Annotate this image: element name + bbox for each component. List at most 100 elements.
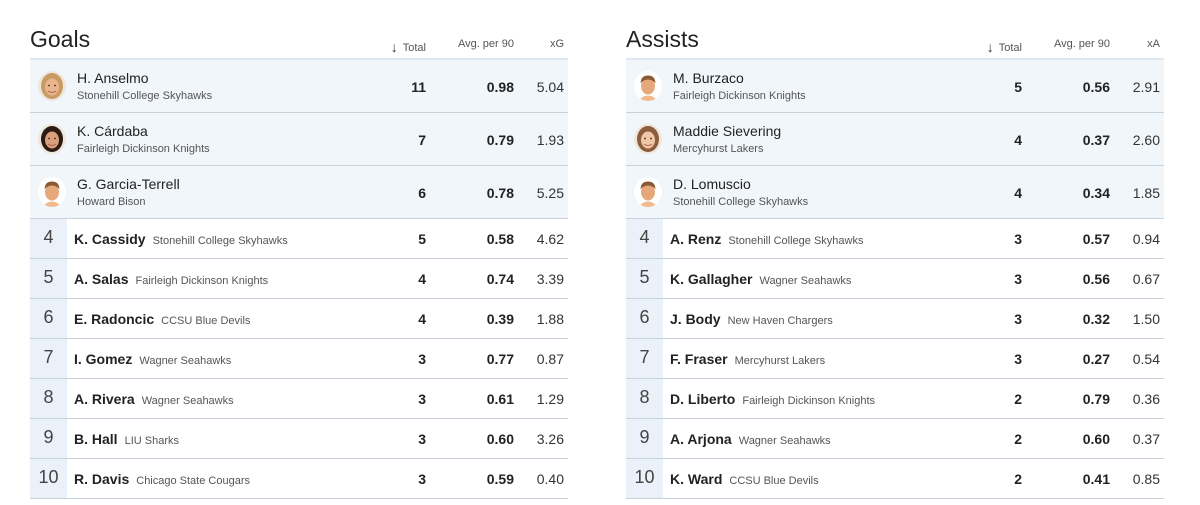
- avg-per-90-value: 0.61: [486, 391, 514, 407]
- table-row[interactable]: M. Burzaco Fairleigh Dickinson Knights 5 0.…: [626, 60, 1164, 113]
- table-row[interactable]: 4 K. Cassidy Stonehill College Skyhawks 5 0.…: [30, 219, 568, 259]
- rank-number: 8: [639, 387, 650, 407]
- team-name: Fairleigh Dickinson Knights: [673, 90, 806, 102]
- table-row[interactable]: 5 A. Salas Fairleigh Dickinson Knights 4 0.7…: [30, 259, 568, 299]
- player-name[interactable]: A. Renz: [670, 231, 722, 247]
- total-column-header[interactable]: ↓ Total: [391, 38, 426, 55]
- player-name[interactable]: D. Liberto: [670, 391, 736, 407]
- table-row[interactable]: D. Lomuscio Stonehill College Skyhawks 4 0.…: [626, 166, 1164, 219]
- goals-leaderboard: Goals ↓ Total Avg. per 90 xG H. Anselmo St…: [30, 20, 568, 499]
- xa-value: 0.37: [1132, 431, 1160, 447]
- player-name[interactable]: M. Burzaco: [673, 70, 744, 86]
- table-row[interactable]: 5 K. Gallagher Wagner Seahawks 3 0.56 0.67: [626, 259, 1164, 299]
- player-name-line[interactable]: I. Gomez Wagner Seahawks: [74, 351, 231, 367]
- table-row[interactable]: 6 E. Radoncic CCSU Blue Devils 4 0.39 1.88: [30, 299, 568, 339]
- team-name: Wagner Seahawks: [139, 355, 232, 367]
- rank-number: 5: [639, 267, 650, 287]
- avatar: [634, 71, 662, 101]
- table-row[interactable]: 4 A. Renz Stonehill College Skyhawks 3 0.57 0…: [626, 219, 1164, 259]
- player-name-line[interactable]: B. Hall LIU Sharks: [74, 431, 179, 447]
- team-name: Fairleigh Dickinson Knights: [135, 275, 269, 287]
- table-row[interactable]: Maddie Sievering Mercyhurst Lakers 4 0.37 2.…: [626, 113, 1164, 166]
- avg-per-90-column-header[interactable]: Avg. per 90: [457, 38, 514, 50]
- player-name[interactable]: J. Body: [670, 311, 721, 327]
- team-name: Fairleigh Dickinson Knights: [77, 143, 210, 155]
- player-name[interactable]: H. Anselmo: [77, 70, 149, 86]
- total-column-header[interactable]: ↓ Total: [987, 38, 1022, 55]
- player-name-line[interactable]: J. Body New Haven Chargers: [670, 311, 833, 327]
- xg-value: 5.04: [536, 79, 564, 95]
- avg-per-90-value: 0.27: [1082, 351, 1110, 367]
- player-name[interactable]: G. Garcia-Terrell: [77, 176, 180, 192]
- xg-column-header[interactable]: xG: [549, 38, 564, 50]
- total-value: 4: [418, 271, 426, 287]
- player-name-line[interactable]: K. Cassidy Stonehill College Skyhawks: [74, 231, 288, 247]
- player-name[interactable]: K. Cassidy: [74, 231, 146, 247]
- avg-per-90-value: 0.58: [486, 231, 514, 247]
- player-name[interactable]: A. Rivera: [74, 391, 135, 407]
- player-name-line[interactable]: E. Radoncic CCSU Blue Devils: [74, 311, 250, 327]
- player-name[interactable]: I. Gomez: [74, 351, 133, 367]
- xa-value: 2.91: [1132, 79, 1160, 95]
- player-name-line[interactable]: K. Ward CCSU Blue Devils: [670, 471, 819, 487]
- player-name[interactable]: K. Gallagher: [670, 271, 753, 287]
- table-row[interactable]: K. Cárdaba Fairleigh Dickinson Knights 7 0.…: [30, 113, 568, 166]
- total-value: 2: [1014, 471, 1022, 487]
- player-name[interactable]: Maddie Sievering: [673, 123, 782, 139]
- table-row[interactable]: 9 B. Hall LIU Sharks 3 0.60 3.26: [30, 419, 568, 459]
- rank-cell: 6: [626, 299, 663, 338]
- total-value: 2: [1014, 391, 1022, 407]
- player-name[interactable]: K. Cárdaba: [77, 123, 148, 139]
- table-row[interactable]: 10 R. Davis Chicago State Cougars 3 0.59 0.40: [30, 459, 568, 499]
- avg-per-90-value: 0.79: [1082, 391, 1110, 407]
- avatar: [634, 177, 662, 207]
- assists-title: Assists: [626, 26, 699, 52]
- rank-number: 5: [43, 267, 54, 287]
- table-row[interactable]: H. Anselmo Stonehill College Skyhawks 11 0.…: [30, 60, 568, 113]
- player-name-line[interactable]: A. Salas Fairleigh Dickinson Knights: [74, 271, 268, 287]
- table-row[interactable]: G. Garcia-Terrell Howard Bison 6 0.78 5.25: [30, 166, 568, 219]
- table-row[interactable]: 6 J. Body New Haven Chargers 3 0.32 1.50: [626, 299, 1164, 339]
- player-name[interactable]: A. Salas: [74, 271, 129, 287]
- player-name-line[interactable]: A. Arjona Wagner Seahawks: [670, 431, 831, 447]
- player-name[interactable]: B. Hall: [74, 431, 118, 447]
- xa-value: 0.94: [1132, 231, 1160, 247]
- total-value: 3: [1014, 311, 1022, 327]
- avg-per-90-column-header[interactable]: Avg. per 90: [1053, 38, 1110, 50]
- rank-cell: 4: [30, 219, 67, 258]
- table-row[interactable]: 10 K. Ward CCSU Blue Devils 2 0.41 0.85: [626, 459, 1164, 499]
- table-row[interactable]: 8 D. Liberto Fairleigh Dickinson Knights 2 0…: [626, 379, 1164, 419]
- player-name-line[interactable]: A. Rivera Wagner Seahawks: [74, 391, 234, 407]
- player-name[interactable]: E. Radoncic: [74, 311, 155, 327]
- xa-value: 0.54: [1132, 351, 1160, 367]
- player-name-line[interactable]: F. Fraser Mercyhurst Lakers: [670, 351, 825, 367]
- player-name-line[interactable]: R. Davis Chicago State Cougars: [74, 471, 250, 487]
- player-name[interactable]: F. Fraser: [670, 351, 728, 367]
- player-name-line[interactable]: A. Renz Stonehill College Skyhawks: [670, 231, 863, 247]
- table-row[interactable]: 7 I. Gomez Wagner Seahawks 3 0.77 0.87: [30, 339, 568, 379]
- player-name-line[interactable]: D. Liberto Fairleigh Dickinson Knights: [670, 391, 875, 407]
- avg-per-90-value: 0.98: [486, 79, 514, 95]
- player-name[interactable]: K. Ward: [670, 471, 723, 487]
- xa-column-header[interactable]: xA: [1147, 38, 1160, 50]
- rank-number: 10: [38, 467, 59, 487]
- table-row[interactable]: 7 F. Fraser Mercyhurst Lakers 3 0.27 0.54: [626, 339, 1164, 379]
- team-name: Howard Bison: [77, 196, 146, 208]
- table-row[interactable]: 9 A. Arjona Wagner Seahawks 2 0.60 0.37: [626, 419, 1164, 459]
- assists-leaderboard: Assists ↓ Total Avg. per 90 xA M. Burzaco…: [626, 20, 1164, 499]
- player-name-line[interactable]: K. Gallagher Wagner Seahawks: [670, 271, 851, 287]
- player-name[interactable]: D. Lomuscio: [673, 176, 751, 192]
- xg-value: 0.40: [536, 471, 564, 487]
- player-name[interactable]: R. Davis: [74, 471, 130, 487]
- xg-value: 0.87: [536, 351, 564, 367]
- player-name[interactable]: A. Arjona: [670, 431, 732, 447]
- team-name: Wagner Seahawks: [738, 435, 831, 447]
- rank-cell: 7: [626, 339, 663, 378]
- table-row[interactable]: 8 A. Rivera Wagner Seahawks 3 0.61 1.29: [30, 379, 568, 419]
- avatar: [38, 177, 66, 207]
- xg-value: 3.26: [536, 431, 564, 447]
- avg-per-90-value: 0.37: [1082, 132, 1110, 148]
- xa-value: 1.85: [1132, 185, 1160, 201]
- xa-value: 2.60: [1132, 132, 1160, 148]
- total-value: 4: [418, 311, 426, 327]
